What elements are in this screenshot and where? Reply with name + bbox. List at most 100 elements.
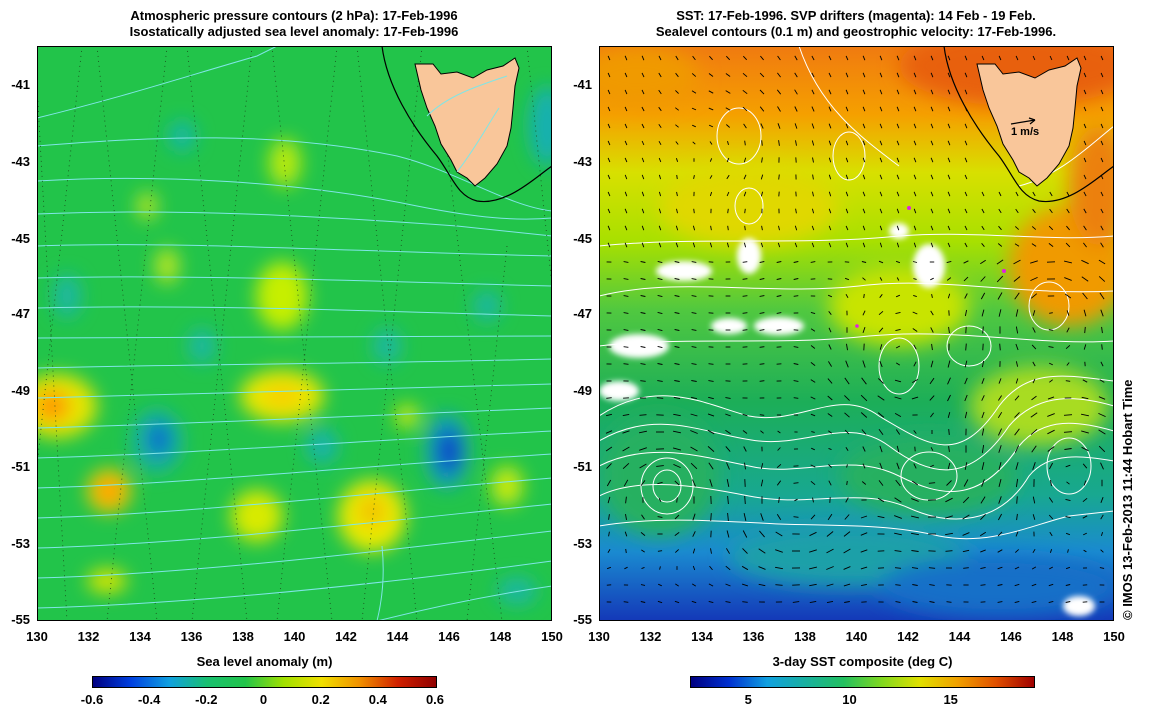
velocity-vector [1032,548,1036,554]
velocity-vector [692,531,696,537]
velocity-vector [930,89,934,95]
velocity-vector [860,394,868,402]
velocity-vector [964,191,968,197]
velocity-vector [878,310,884,316]
velocity-vector [776,329,782,331]
velocity-vector [930,277,934,281]
x-tick: 148 [489,629,512,644]
right-title: SST: 17-Feb-1996. SVP drifters (magenta)… [598,8,1114,40]
velocity-vector [845,497,849,503]
velocity-vector [1048,600,1054,604]
x-tick: 134 [129,629,151,644]
left-title: Atmospheric pressure contours (2 hPa): 1… [36,8,552,40]
velocity-vector [879,140,883,146]
velocity-vector [964,394,968,402]
velocity-vector [607,191,611,197]
colorbar-tick: -0.2 [195,692,218,707]
velocity-vector [844,395,850,401]
velocity-vector [1015,208,1019,214]
velocity-vector [743,157,747,163]
velocity-vector [692,141,696,145]
velocity-vector [879,360,883,368]
velocity-vector [641,123,645,129]
velocity-vector [947,55,951,61]
velocity-vector [1083,549,1087,553]
velocity-vector [674,329,680,331]
velocity-vector [845,55,849,61]
velocity-vector [623,261,629,263]
velocity-vector [623,601,629,603]
velocity-vector [1014,600,1020,604]
velocity-vector [759,72,765,78]
velocity-vector [845,447,849,451]
velocity-vector [1063,260,1073,264]
velocity-vector [743,123,747,129]
velocity-vector [879,277,883,281]
velocity-vector [656,465,664,467]
velocity-vector [879,225,883,231]
velocity-vector [999,343,1001,351]
velocity-vector [910,515,920,519]
velocity-vector [862,310,866,316]
velocity-vector [980,549,986,553]
velocity-vector [1032,514,1036,520]
x-tick: 142 [335,629,357,644]
velocity-vector [794,123,798,129]
velocity-vector [828,225,832,231]
velocity-vector [1014,412,1020,418]
velocity-vector [743,242,747,248]
velocity-vector [622,413,630,417]
velocity-vector [879,123,883,129]
velocity-vector [980,276,986,282]
velocity-vector [726,548,730,554]
velocity-vector [658,208,662,214]
velocity-vector [929,601,935,603]
velocity-vector [1081,276,1089,282]
velocity-vector [963,567,969,569]
velocity-vector [911,396,919,400]
velocity-vector [792,601,800,603]
velocity-vector [844,377,850,385]
velocity-vector [1083,344,1087,350]
y-tick: -43 [11,154,30,169]
velocity-vector [605,413,613,417]
velocity-vector [981,445,985,453]
velocity-vector [759,329,765,331]
velocity-vector [947,394,951,402]
velocity-vector [862,463,866,469]
velocity-vector [1081,446,1089,452]
velocity-vector [930,327,934,333]
sea-level-contours [599,46,1114,540]
velocity-vector [742,530,748,538]
velocity-vector [862,208,866,214]
velocity-vector [759,346,765,348]
velocity-vector [1032,462,1036,470]
velocity-vector [744,495,746,505]
velocity-vector [998,478,1002,488]
velocity-vector [743,512,747,522]
y-tick: -53 [11,536,30,551]
x-tick: 136 [180,629,203,644]
tasmania-contour-2 [456,107,500,173]
velocity-vector [607,140,611,146]
velocity-vector [777,430,781,434]
velocity-vector [674,532,680,536]
velocity-vector [658,225,662,231]
velocity-vector [861,429,867,435]
velocity-vector [1082,515,1088,519]
velocity-vector [1100,191,1104,197]
velocity-vector [809,600,817,604]
velocity-vector [812,174,814,180]
velocity-vector [980,292,986,300]
velocity-vector [879,89,883,95]
velocity-vector [1083,55,1087,61]
velocity-vector [656,397,664,399]
velocity-vector [929,377,935,385]
velocity-vector [1065,601,1071,603]
velocity-vector [1098,412,1106,418]
velocity-vector [710,225,712,231]
velocity-vector [1030,428,1038,436]
colorbar-tick: -0.6 [80,692,104,707]
velocity-vector [1014,226,1020,230]
velocity-vector [1064,448,1072,450]
